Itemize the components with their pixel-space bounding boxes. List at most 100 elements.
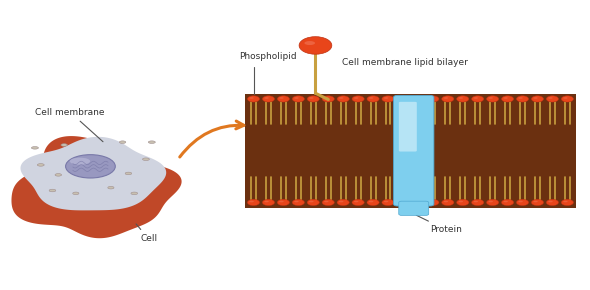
Ellipse shape xyxy=(367,199,379,206)
Ellipse shape xyxy=(489,201,493,202)
Ellipse shape xyxy=(474,201,478,202)
Ellipse shape xyxy=(399,97,404,99)
Ellipse shape xyxy=(516,199,529,206)
Ellipse shape xyxy=(444,97,448,99)
Ellipse shape xyxy=(412,96,424,102)
Ellipse shape xyxy=(561,96,573,102)
Ellipse shape xyxy=(292,199,304,206)
Ellipse shape xyxy=(563,201,568,202)
Ellipse shape xyxy=(277,96,290,102)
Ellipse shape xyxy=(397,96,409,102)
Ellipse shape xyxy=(487,96,499,102)
Ellipse shape xyxy=(294,97,299,99)
Ellipse shape xyxy=(516,96,529,102)
Ellipse shape xyxy=(277,199,290,206)
Ellipse shape xyxy=(299,37,332,54)
Ellipse shape xyxy=(533,97,537,99)
Ellipse shape xyxy=(474,97,478,99)
Ellipse shape xyxy=(442,96,454,102)
Ellipse shape xyxy=(309,97,314,99)
FancyBboxPatch shape xyxy=(399,201,429,215)
Ellipse shape xyxy=(471,199,484,206)
Ellipse shape xyxy=(279,97,284,99)
Ellipse shape xyxy=(519,201,523,202)
Ellipse shape xyxy=(119,141,126,144)
Ellipse shape xyxy=(337,96,349,102)
Ellipse shape xyxy=(264,97,269,99)
Ellipse shape xyxy=(247,199,260,206)
Ellipse shape xyxy=(382,96,394,102)
Ellipse shape xyxy=(247,96,260,102)
Ellipse shape xyxy=(49,189,56,192)
Ellipse shape xyxy=(444,201,448,202)
Ellipse shape xyxy=(337,199,349,206)
Ellipse shape xyxy=(533,201,537,202)
Ellipse shape xyxy=(546,96,559,102)
Ellipse shape xyxy=(489,97,493,99)
Ellipse shape xyxy=(354,97,359,99)
Ellipse shape xyxy=(339,201,343,202)
Ellipse shape xyxy=(502,96,514,102)
Ellipse shape xyxy=(487,199,499,206)
Ellipse shape xyxy=(352,96,364,102)
FancyBboxPatch shape xyxy=(394,95,434,206)
Ellipse shape xyxy=(250,201,254,202)
Ellipse shape xyxy=(414,201,418,202)
Ellipse shape xyxy=(279,201,284,202)
Ellipse shape xyxy=(55,174,61,176)
Ellipse shape xyxy=(324,201,329,202)
Ellipse shape xyxy=(304,41,315,45)
Ellipse shape xyxy=(369,201,373,202)
Ellipse shape xyxy=(250,97,254,99)
Polygon shape xyxy=(21,137,166,210)
Ellipse shape xyxy=(131,192,137,195)
Text: Protein: Protein xyxy=(416,215,462,234)
Ellipse shape xyxy=(322,96,335,102)
Ellipse shape xyxy=(532,199,543,206)
Ellipse shape xyxy=(471,96,484,102)
Ellipse shape xyxy=(307,199,319,206)
Ellipse shape xyxy=(324,97,329,99)
Ellipse shape xyxy=(108,186,114,189)
Ellipse shape xyxy=(429,97,433,99)
Ellipse shape xyxy=(143,158,149,160)
Ellipse shape xyxy=(263,96,274,102)
Ellipse shape xyxy=(546,199,559,206)
Ellipse shape xyxy=(397,199,409,206)
Text: Cell: Cell xyxy=(136,224,158,243)
Ellipse shape xyxy=(457,96,469,102)
Ellipse shape xyxy=(548,97,553,99)
Text: Cell membrane: Cell membrane xyxy=(35,108,105,142)
Ellipse shape xyxy=(503,97,508,99)
Ellipse shape xyxy=(563,97,568,99)
Ellipse shape xyxy=(37,164,44,166)
Ellipse shape xyxy=(382,199,394,206)
Ellipse shape xyxy=(427,199,439,206)
Ellipse shape xyxy=(519,97,523,99)
Ellipse shape xyxy=(502,199,514,206)
Ellipse shape xyxy=(442,199,454,206)
Ellipse shape xyxy=(532,96,543,102)
Ellipse shape xyxy=(414,97,418,99)
Ellipse shape xyxy=(307,96,319,102)
Ellipse shape xyxy=(503,201,508,202)
Ellipse shape xyxy=(427,96,439,102)
Ellipse shape xyxy=(429,201,433,202)
Ellipse shape xyxy=(125,172,132,175)
Text: Phospholipid: Phospholipid xyxy=(240,52,297,94)
Ellipse shape xyxy=(548,201,553,202)
Ellipse shape xyxy=(339,97,343,99)
Ellipse shape xyxy=(292,96,304,102)
Ellipse shape xyxy=(367,96,379,102)
Ellipse shape xyxy=(263,199,274,206)
Ellipse shape xyxy=(458,97,463,99)
Ellipse shape xyxy=(70,158,90,165)
Ellipse shape xyxy=(369,97,373,99)
Ellipse shape xyxy=(399,201,404,202)
Ellipse shape xyxy=(73,192,79,195)
Ellipse shape xyxy=(354,201,359,202)
Ellipse shape xyxy=(458,201,463,202)
Ellipse shape xyxy=(352,199,364,206)
Ellipse shape xyxy=(384,201,388,202)
Ellipse shape xyxy=(61,144,67,146)
